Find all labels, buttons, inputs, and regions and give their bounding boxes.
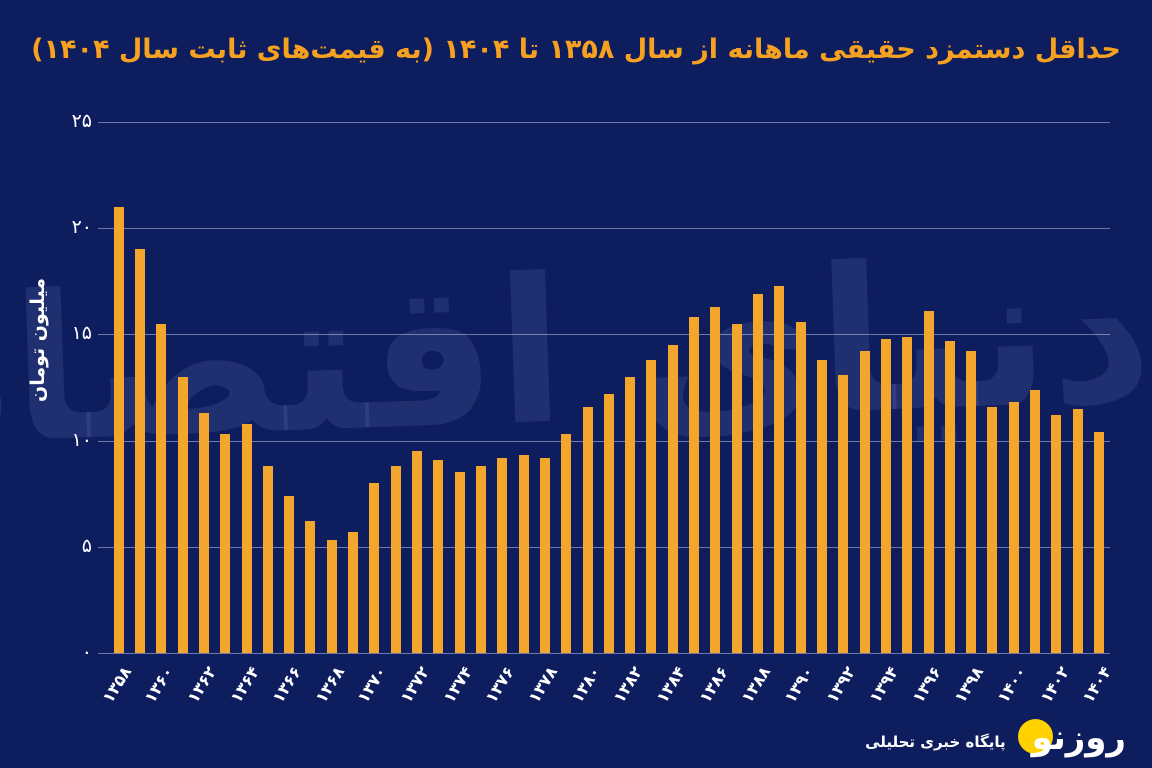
x-tick-label: ۱۳۶۰ bbox=[140, 663, 178, 707]
bar bbox=[198, 413, 209, 653]
logo-sun-icon bbox=[1017, 718, 1053, 754]
y-tick-label: ۰ bbox=[81, 640, 92, 663]
bar bbox=[539, 457, 550, 653]
bar bbox=[326, 540, 337, 653]
bar bbox=[859, 351, 870, 653]
y-tick-label: ۲۰ bbox=[71, 216, 92, 239]
bar bbox=[646, 359, 657, 653]
gridline bbox=[98, 334, 1110, 336]
bar bbox=[177, 376, 188, 653]
bar bbox=[1030, 389, 1041, 653]
bar bbox=[667, 345, 678, 653]
x-tick-label: ۱۳۹۰ bbox=[780, 663, 817, 707]
brand-mark: روزنو bbox=[1017, 717, 1126, 758]
x-tick-label: ۱۳۹۸ bbox=[950, 663, 988, 707]
x-tick-label: ۱۳۷۶ bbox=[481, 663, 519, 707]
bar bbox=[753, 294, 764, 653]
bar bbox=[561, 434, 572, 653]
chart-title: حداقل دستمزد حقیقی ماهانه از سال ۱۳۵۸ تا… bbox=[31, 34, 1121, 65]
x-tick-label: ۱۳۹۶ bbox=[908, 663, 945, 707]
bar bbox=[1008, 402, 1019, 653]
plot-area: ۲۵ ۲۰ ۱۵ ۱۰ ۵ ۰ ۱۳۵۸ ۱۳۶۰ ۱۳۶۲ ۱۳۶۴ ۱۳۶۶ ۱۳۶۸ ۱۳۷۰ ۱… bbox=[72, 110, 1116, 706]
y-tick-label: ۲۵ bbox=[71, 109, 92, 132]
bar bbox=[603, 393, 614, 653]
x-tick-label: ۱۴۰۰ bbox=[993, 663, 1031, 707]
brand-logo: پایگاه خبری تحلیلی روزنو bbox=[865, 717, 1126, 758]
y-axis-title: میلیون تومان bbox=[27, 278, 49, 402]
bar bbox=[220, 434, 231, 653]
bar bbox=[156, 323, 167, 653]
x-tick-label: ۱۳۸۲ bbox=[609, 663, 647, 707]
x-tick-label: ۱۳۷۰ bbox=[353, 663, 391, 707]
bar bbox=[1051, 415, 1062, 653]
x-tick-label: ۱۳۸۸ bbox=[737, 663, 775, 707]
y-tick-label: ۱۵ bbox=[71, 322, 92, 345]
x-tick-label: ۱۳۸۰ bbox=[566, 663, 604, 707]
bar bbox=[475, 466, 486, 653]
bar bbox=[518, 455, 529, 653]
bar bbox=[390, 466, 401, 653]
x-tick-label: ۱۴۰۲ bbox=[1036, 663, 1073, 707]
bar bbox=[774, 285, 785, 653]
bar bbox=[838, 374, 849, 653]
bar bbox=[134, 249, 145, 653]
y-tick-label: ۵ bbox=[81, 534, 92, 557]
gridline bbox=[98, 653, 1110, 654]
bar bbox=[454, 472, 465, 653]
bar bbox=[966, 351, 977, 653]
bar bbox=[433, 459, 444, 653]
x-tick-label: ۱۳۷۴ bbox=[439, 663, 476, 707]
x-tick-label: ۱۳۷۲ bbox=[396, 663, 434, 707]
bar bbox=[369, 483, 380, 653]
bar bbox=[987, 406, 998, 653]
bar bbox=[284, 495, 295, 653]
x-tick-label: ۱۳۶۴ bbox=[225, 663, 263, 707]
bar bbox=[923, 311, 934, 653]
bar bbox=[1072, 408, 1083, 653]
bar bbox=[412, 451, 423, 653]
x-tick-label: ۱۳۶۶ bbox=[268, 663, 306, 707]
bar bbox=[262, 466, 273, 653]
bar bbox=[305, 521, 316, 653]
bar bbox=[241, 423, 252, 653]
bar bbox=[944, 340, 955, 653]
bar bbox=[113, 206, 124, 653]
bar bbox=[497, 457, 508, 653]
bar bbox=[625, 376, 636, 653]
bar bbox=[795, 321, 806, 653]
x-tick-label: ۱۳۸۴ bbox=[652, 663, 690, 707]
bar bbox=[710, 306, 721, 653]
gridline bbox=[98, 228, 1110, 230]
x-tick-label: ۱۳۸۶ bbox=[694, 663, 732, 707]
brand-name: روزنو bbox=[1031, 717, 1126, 758]
x-tick-label: ۱۴۰۴ bbox=[1078, 663, 1116, 707]
bar bbox=[582, 406, 593, 653]
bar bbox=[689, 317, 700, 653]
bar bbox=[348, 531, 359, 653]
gridline bbox=[98, 122, 1110, 123]
bar bbox=[731, 323, 742, 653]
bar bbox=[816, 359, 827, 653]
bar bbox=[1094, 432, 1105, 653]
bar-series bbox=[108, 122, 1110, 653]
y-tick-labels: ۲۵ ۲۰ ۱۵ ۱۰ ۵ ۰ bbox=[72, 110, 1110, 663]
y-tick-label: ۱۰ bbox=[71, 428, 92, 451]
x-tick-labels: ۱۳۵۸ ۱۳۶۰ ۱۳۶۲ ۱۳۶۴ ۱۳۶۶ ۱۳۶۸ ۱۳۷۰ ۱۳۷۲ ۱۳۷۴ ۱۳۷۶… bbox=[98, 653, 1115, 723]
x-tick-label: ۱۳۶۲ bbox=[183, 663, 221, 707]
bar bbox=[880, 338, 891, 653]
x-tick-label: ۱۳۶۸ bbox=[311, 663, 348, 707]
x-tick-label: ۱۳۵۸ bbox=[97, 663, 135, 707]
x-tick-label: ۱۳۹۴ bbox=[865, 663, 903, 707]
x-tick-label: ۱۳۹۲ bbox=[822, 663, 860, 707]
brand-tagline: پایگاه خبری تحلیلی bbox=[865, 733, 1006, 751]
bar bbox=[902, 336, 913, 653]
x-tick-label: ۱۳۷۸ bbox=[524, 663, 562, 707]
